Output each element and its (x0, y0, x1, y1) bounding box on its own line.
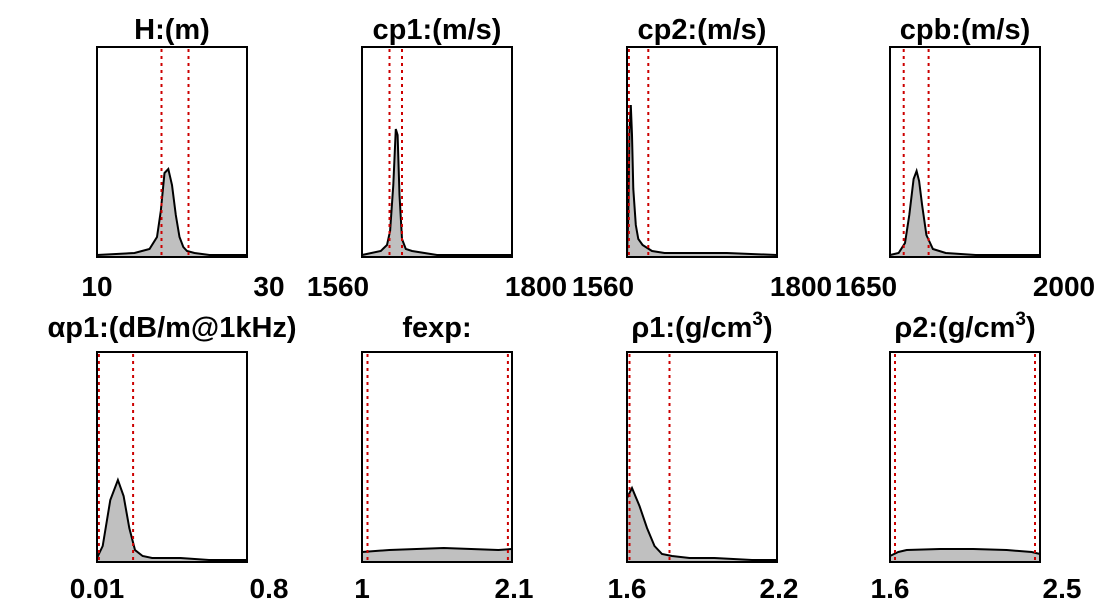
panel-title-close: ) (1026, 312, 1036, 344)
panel-title: fexp: (402, 312, 471, 344)
panel-title-superscript: 3 (1015, 309, 1026, 330)
panel-title: cp2:(m/s) (638, 14, 767, 46)
histogram-panel: fexp: 1 2.1 (354, 312, 533, 604)
distribution-curve (889, 167, 1040, 256)
x-tick-label-min: 0.01 (70, 573, 125, 604)
x-tick-label-min: 1650 (835, 271, 897, 302)
panel-title-superscript: 3 (752, 309, 763, 330)
panel-title-text: H:(m) (134, 14, 210, 46)
panel-frame (96, 46, 248, 258)
distribution-fill (362, 129, 512, 257)
x-tick-label-min: 1.6 (608, 573, 647, 604)
distribution-curve (361, 128, 512, 256)
panel-frame (361, 46, 513, 258)
histogram-panel: cpb:(m/s) 1650 2000 (835, 14, 1095, 302)
panel-title-text: cp2:(m/s) (638, 14, 767, 46)
panel-title: αp1:(dB/m@1kHz) (47, 312, 296, 344)
panel-title-text: cpb:(m/s) (900, 14, 1031, 46)
distribution-fill (97, 169, 247, 257)
x-tick-label-max: 1800 (505, 271, 567, 302)
panel-frame (626, 46, 778, 258)
panel-title-close: ) (763, 312, 773, 344)
panel-title: ρ1:(g/cm3) (631, 309, 772, 344)
x-tick-label-min: 1560 (307, 271, 369, 302)
panel-title: ρ2:(g/cm3) (894, 309, 1035, 344)
distribution-curve (361, 546, 513, 553)
x-tick-label-max: 0.8 (250, 573, 289, 604)
x-tick-label-min: 1560 (572, 271, 634, 302)
panel-title-text: ρ1:(g/cm (631, 312, 752, 344)
panel-title-text: ρ2:(g/cm (894, 312, 1015, 344)
panel-frame (889, 351, 1041, 563)
x-tick-label-max: 2.5 (1043, 573, 1082, 604)
panel-title: cp1:(m/s) (373, 14, 502, 46)
distribution-fill (890, 171, 1040, 257)
distribution-fill (97, 480, 247, 562)
distribution-fill (890, 549, 1040, 562)
panel-title-text: cp1:(m/s) (373, 14, 502, 46)
x-tick-label-min: 1 (354, 573, 370, 604)
panel-frame (889, 46, 1041, 258)
histogram-panel: αp1:(dB/m@1kHz) 0.01 0.8 (47, 312, 296, 604)
x-tick-label-max: 1800 (770, 271, 832, 302)
distribution-fill (362, 548, 512, 562)
x-tick-label-min: 10 (81, 271, 112, 302)
histogram-panel: cp2:(m/s) 1560 1800 (572, 14, 832, 302)
panel-title-text: αp1:(dB/m@1kHz) (47, 312, 296, 344)
distribution-curve (626, 485, 777, 561)
distribution-fill (627, 105, 777, 257)
panel-frame (626, 351, 778, 563)
distribution-curve (626, 104, 778, 256)
distribution-curve (889, 548, 1041, 557)
distribution-curve (96, 166, 247, 256)
x-tick-label-max: 2.2 (760, 573, 799, 604)
x-tick-label-min: 1.6 (871, 573, 910, 604)
histogram-panel: ρ1:(g/cm3) 1.6 2.2 (608, 309, 799, 604)
panel-frame (361, 351, 513, 563)
panel-title: cpb:(m/s) (900, 14, 1031, 46)
x-tick-label-max: 30 (253, 271, 284, 302)
x-tick-label-max: 2.1 (495, 573, 534, 604)
histogram-panel: H:(m) 10 30 (81, 14, 284, 302)
panel-title-text: fexp: (402, 312, 471, 344)
histogram-panel: ρ2:(g/cm3) 1.6 2.5 (871, 309, 1082, 604)
histogram-panel: cp1:(m/s) 1560 1800 (307, 14, 567, 302)
panel-title: H:(m) (134, 14, 210, 46)
x-tick-label-max: 2000 (1033, 271, 1095, 302)
panel-frame (96, 351, 248, 563)
distribution-fill (627, 488, 777, 562)
